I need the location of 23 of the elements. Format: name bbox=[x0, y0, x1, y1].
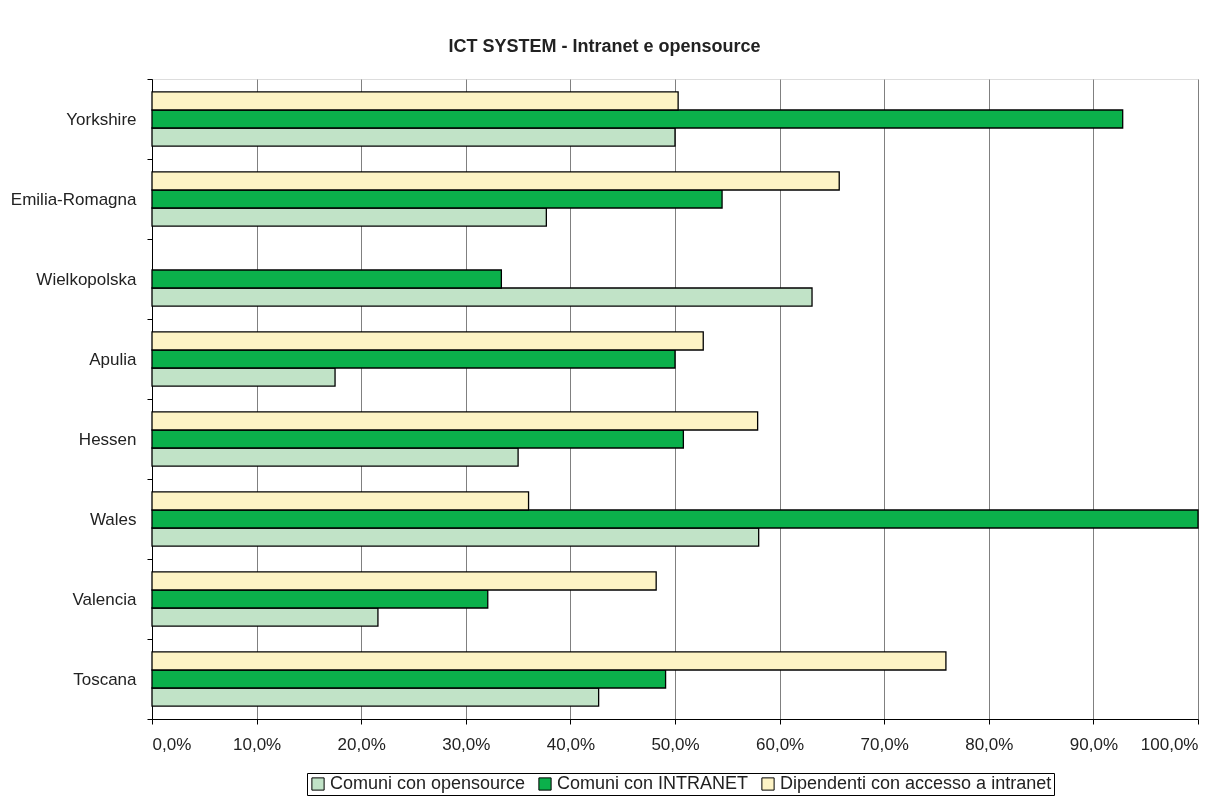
legend-label: Comuni con opensource bbox=[330, 773, 526, 793]
x-tick-label: 100,0% bbox=[1140, 734, 1199, 754]
y-tick-label: Yorkshire bbox=[66, 109, 137, 129]
y-tick-label: Valencia bbox=[72, 589, 138, 609]
x-tick-label: 20,0% bbox=[337, 734, 386, 754]
y-tick-label: Toscana bbox=[73, 669, 138, 689]
x-tick-label: 70,0% bbox=[860, 734, 909, 754]
y-tick-label: Wales bbox=[89, 509, 137, 529]
x-tick-label: 80,0% bbox=[965, 734, 1014, 754]
x-tick-label: 60,0% bbox=[756, 734, 805, 754]
legend-label: Dipendenti con accesso a intranet bbox=[780, 773, 1052, 793]
y-tick-label: Hessen bbox=[78, 429, 137, 449]
x-tick-label: 0,0% bbox=[152, 734, 192, 754]
chart-title: ICT SYSTEM - Intranet e opensource bbox=[448, 36, 761, 56]
legend-label: Comuni con INTRANET bbox=[557, 773, 749, 793]
x-tick-label: 50,0% bbox=[651, 734, 700, 754]
x-tick-label: 10,0% bbox=[233, 734, 282, 754]
y-tick-label: Apulia bbox=[89, 349, 138, 369]
x-tick-label: 40,0% bbox=[546, 734, 595, 754]
y-tick-label: Emilia-Romagna bbox=[10, 189, 138, 209]
x-tick-label: 90,0% bbox=[1069, 734, 1118, 754]
x-tick-label: 30,0% bbox=[442, 734, 491, 754]
y-tick-label: Wielkopolska bbox=[36, 269, 138, 289]
